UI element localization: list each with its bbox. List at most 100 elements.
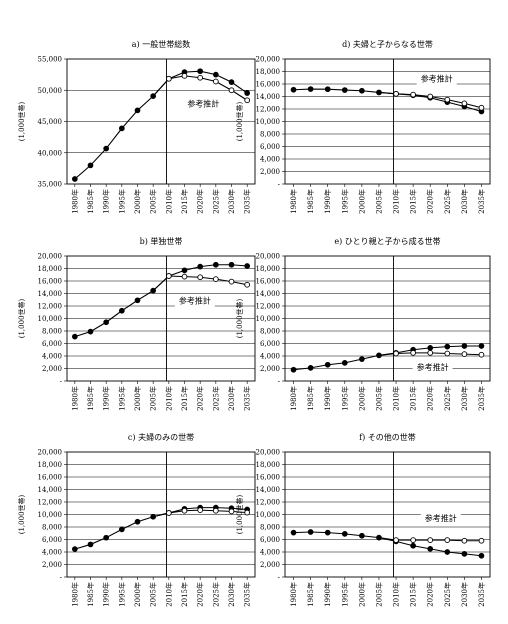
chart-panel-d: d) 夫婦と子からなる世帯 (1,000世帯) - 2,000 4,000 6,000 8,… [235,39,491,214]
x-tick-label: 1985年 [86,582,95,607]
data-point [87,162,94,169]
x-tick-label: 2035年 [243,582,252,607]
y-axis-label: (1,000世帯) [235,298,244,338]
data-point [461,551,468,557]
data-point [197,263,204,270]
y-tick-label: 6,000 [260,340,280,348]
data-point [87,541,94,548]
y-tick-label: 45,000 [38,118,63,126]
x-tick-label: 1990年 [102,582,111,607]
series-line-0 [74,516,154,550]
data-point [410,542,416,549]
y-tick-label: 16,000 [256,278,281,286]
x-tick-label: 1990年 [102,386,111,411]
x-tick-label: 2005年 [374,386,383,411]
data-point [359,356,365,362]
y-tick-label: 18,000 [256,68,281,76]
plot-frame [284,58,491,185]
y-tick-label: 2,000 [42,365,62,373]
x-tick-label: 2005年 [374,582,383,607]
data-point [444,343,451,350]
data-point [324,86,331,93]
data-point [478,343,485,349]
x-tick-label: 2020年 [426,189,435,214]
x-tick-label: 2005年 [149,386,158,411]
data-point [197,68,204,75]
y-tick-label: - [278,574,281,582]
x-tick-label: 2025年 [443,386,452,411]
series-line-0 [293,531,380,539]
series-line-0 [293,88,380,93]
x-tick-label: 2025年 [211,189,220,214]
x-tick-label: 2020年 [196,189,205,214]
data-point [478,537,485,544]
x-tick-label: 1985年 [306,189,315,214]
y-tick-label: 14,000 [38,486,63,494]
data-point [307,86,314,92]
y-tick-label: 8,000 [260,328,280,336]
data-point [341,87,348,93]
y-tick-label: 18,000 [38,461,63,469]
y-tick-label: 2,000 [42,561,62,569]
data-point [461,351,468,357]
estimate-label: 参考推計 [425,513,457,523]
y-tick-label: 16,000 [38,278,63,286]
data-point [427,350,434,356]
data-point [212,276,219,282]
y-tick-label: 12,000 [256,106,281,114]
data-point [290,366,297,373]
y-tick-label: 2,000 [260,168,280,176]
x-tick-label: 2035年 [243,189,252,214]
x-tick-label: 1995年 [117,582,126,607]
y-tick-label: 4,000 [260,156,280,164]
x-tick-label: 2000年 [357,386,366,411]
y-axis-label: (1,000世帯) [235,494,244,534]
chart-panel-c: c) 夫婦のみの世帯 (1,000世帯) - 2,000 4,000 6,000 8,000… [17,432,256,607]
y-tick-label: - [60,378,63,386]
x-tick-label: 2000年 [133,386,142,411]
data-point [341,360,348,366]
data-point [197,74,204,81]
data-point [197,274,204,281]
data-point [307,529,314,535]
x-tick-label: 1990年 [102,189,111,214]
x-tick-label: 1990年 [323,582,332,607]
x-tick-label: 2010年 [392,386,401,411]
x-tick-label: 2010年 [164,582,173,607]
x-tick-label: 2035年 [243,386,252,411]
data-point [290,529,297,536]
y-tick-label: 12,000 [256,303,281,311]
data-point [461,100,468,107]
data-point [244,90,251,96]
x-tick-label: 2015年 [180,189,189,214]
chart-title: b) 単独世帯 [140,236,183,246]
data-point [393,90,399,97]
y-tick-label: 6,000 [42,536,62,544]
series-line-0 [74,95,154,180]
data-point [427,546,434,552]
x-tick-label: 2015年 [180,582,189,607]
estimate-label: 参考推計 [179,296,211,306]
data-point [103,145,110,152]
x-tick-label: 1985年 [86,386,95,411]
x-tick-label: 2030年 [227,189,236,214]
y-tick-label: 20,000 [256,449,281,457]
data-point [212,261,219,268]
data-point [181,73,188,79]
data-point [410,91,416,98]
data-point [359,532,365,539]
x-tick-label: 2020年 [196,386,205,411]
data-point [393,350,399,357]
data-point [307,365,314,371]
data-point [71,176,78,182]
data-point [478,104,485,111]
y-tick-label: 14,000 [256,486,281,494]
plot-frame [66,451,256,578]
x-tick-label: 1980年 [289,582,298,607]
estimate-label-bg [174,295,215,307]
y-axis-label: (1,000世帯) [17,494,26,534]
y-tick-label: 14,000 [256,290,281,298]
y-tick-label: 4,000 [42,549,62,557]
